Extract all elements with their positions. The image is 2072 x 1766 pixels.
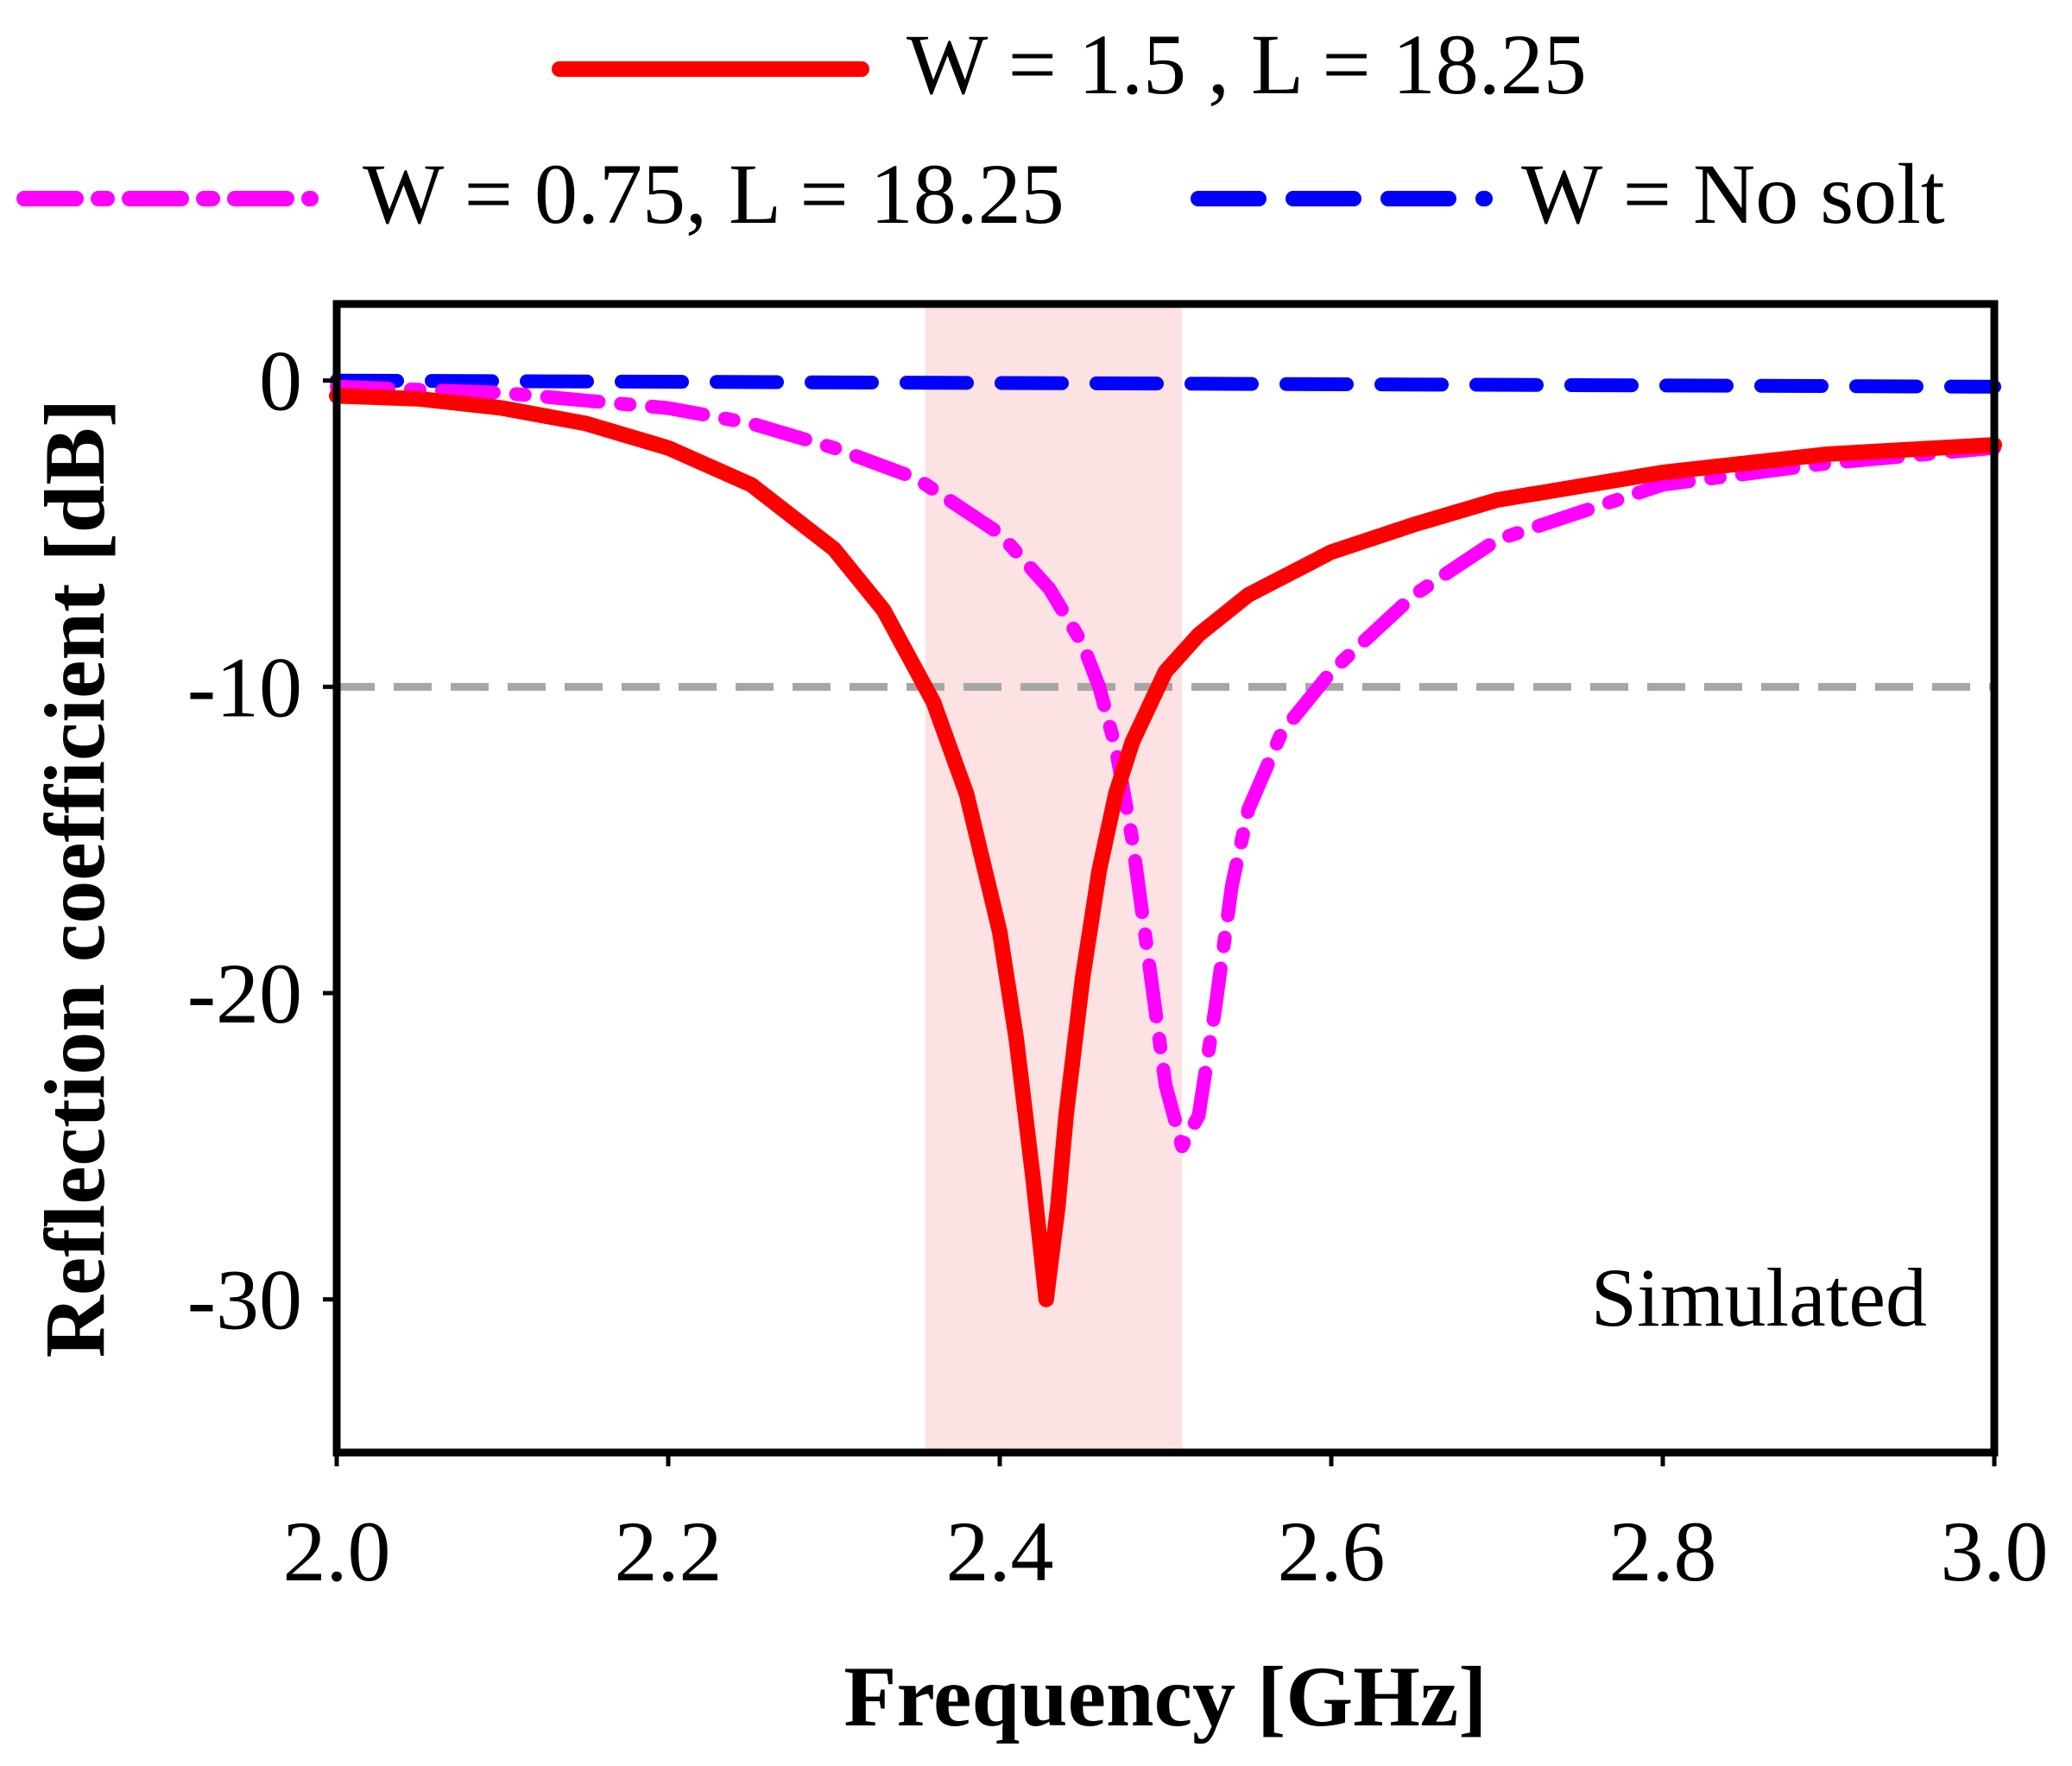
x-tick-label: 2.0 (283, 1503, 391, 1599)
x-tick-label: 3.0 (1941, 1503, 2049, 1599)
x-tick-label: 2.6 (1278, 1503, 1386, 1599)
ticks-layer: 2.0 2.2 2.4 2.6 2.8 3.0 0 -10 -20 -30 (187, 333, 2049, 1599)
plot-frame (332, 300, 1999, 1457)
legend-label-series-1: W = 1.5 , L = 18.25 (906, 16, 1587, 112)
y-axis-title: Reflection coefficient [dB] (27, 399, 123, 1358)
legend: W = 1.5 , L = 18.25 W = 0.75, L = 18.25 … (16, 16, 1945, 242)
y-tick-label: -30 (187, 1252, 302, 1348)
x-tick-label: 2.8 (1609, 1503, 1717, 1599)
legend-label-series-2: W = 0.75, L = 18.25 (363, 146, 1064, 242)
series-line-3 (330, 373, 2001, 394)
legend-label-series-3: W = No solt (1521, 146, 1945, 242)
series-line-2 (330, 379, 2001, 1154)
y-tick-label: -20 (187, 946, 302, 1041)
y-tick-label: -10 (187, 639, 302, 735)
series-layer (329, 373, 2002, 1307)
simulated-annotation: Simulated (1591, 1251, 1927, 1344)
y-tick-label: 0 (259, 333, 302, 429)
series-line-1 (329, 388, 2002, 1307)
x-axis-title: Frequency [GHz] (843, 1649, 1487, 1744)
x-tick-label: 2.4 (946, 1503, 1054, 1599)
x-tick-label: 2.2 (615, 1503, 723, 1599)
